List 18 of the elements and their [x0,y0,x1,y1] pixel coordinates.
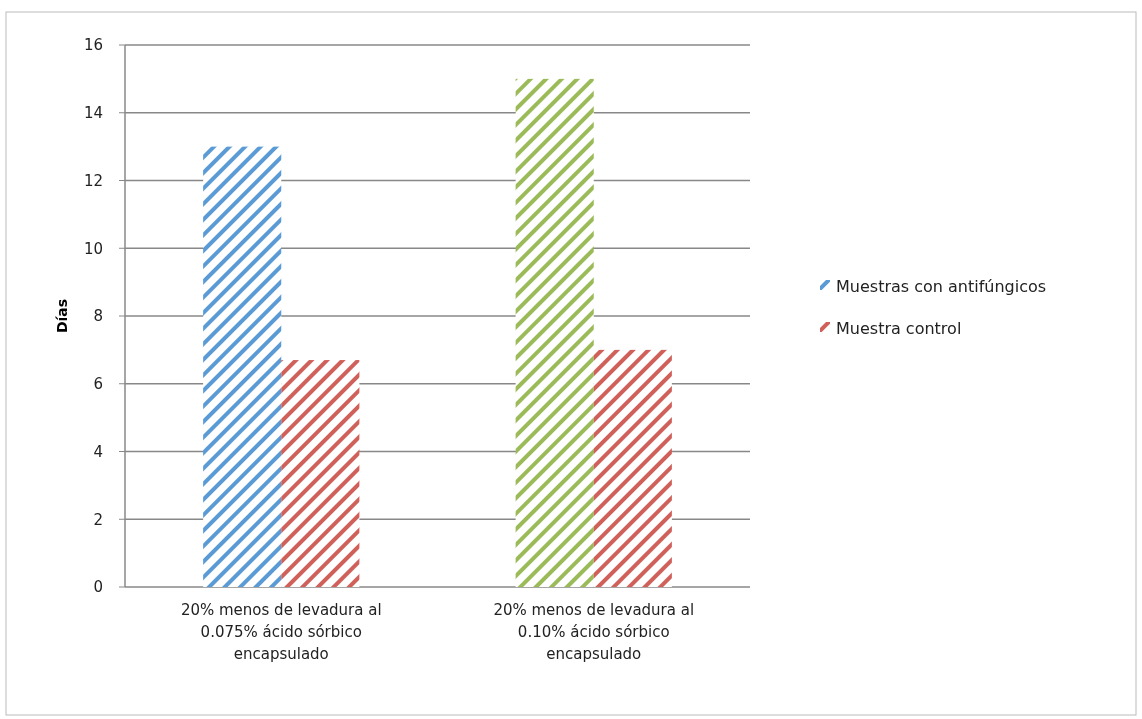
legend-label: Muestras con antifúngicos [836,276,1047,296]
y-tick-label: 16 [83,36,103,55]
bar [281,360,360,587]
bar [515,78,594,587]
y-tick-label: 2 [93,510,103,529]
legend-label: Muestra control [836,318,962,338]
x-tick-label: 20% menos de levadura al 0.075% ácido sórbico encapsulado [180,601,382,663]
y-tick-label: 12 [83,171,103,190]
y-axis-title: Días [54,298,70,334]
y-tick-label: 6 [93,375,103,393]
y-tick-label: 8 [93,307,103,326]
y-tick-label: 4 [93,442,103,461]
bar [593,349,672,587]
y-tick-label: 10 [83,239,103,258]
x-tick-label: 20% menos de levadura al 0.10% ácido sórbico encapsulado [493,601,695,663]
y-tick-label: 14 [83,104,103,122]
bar [203,146,282,587]
y-tick-label: 0 [93,578,103,597]
